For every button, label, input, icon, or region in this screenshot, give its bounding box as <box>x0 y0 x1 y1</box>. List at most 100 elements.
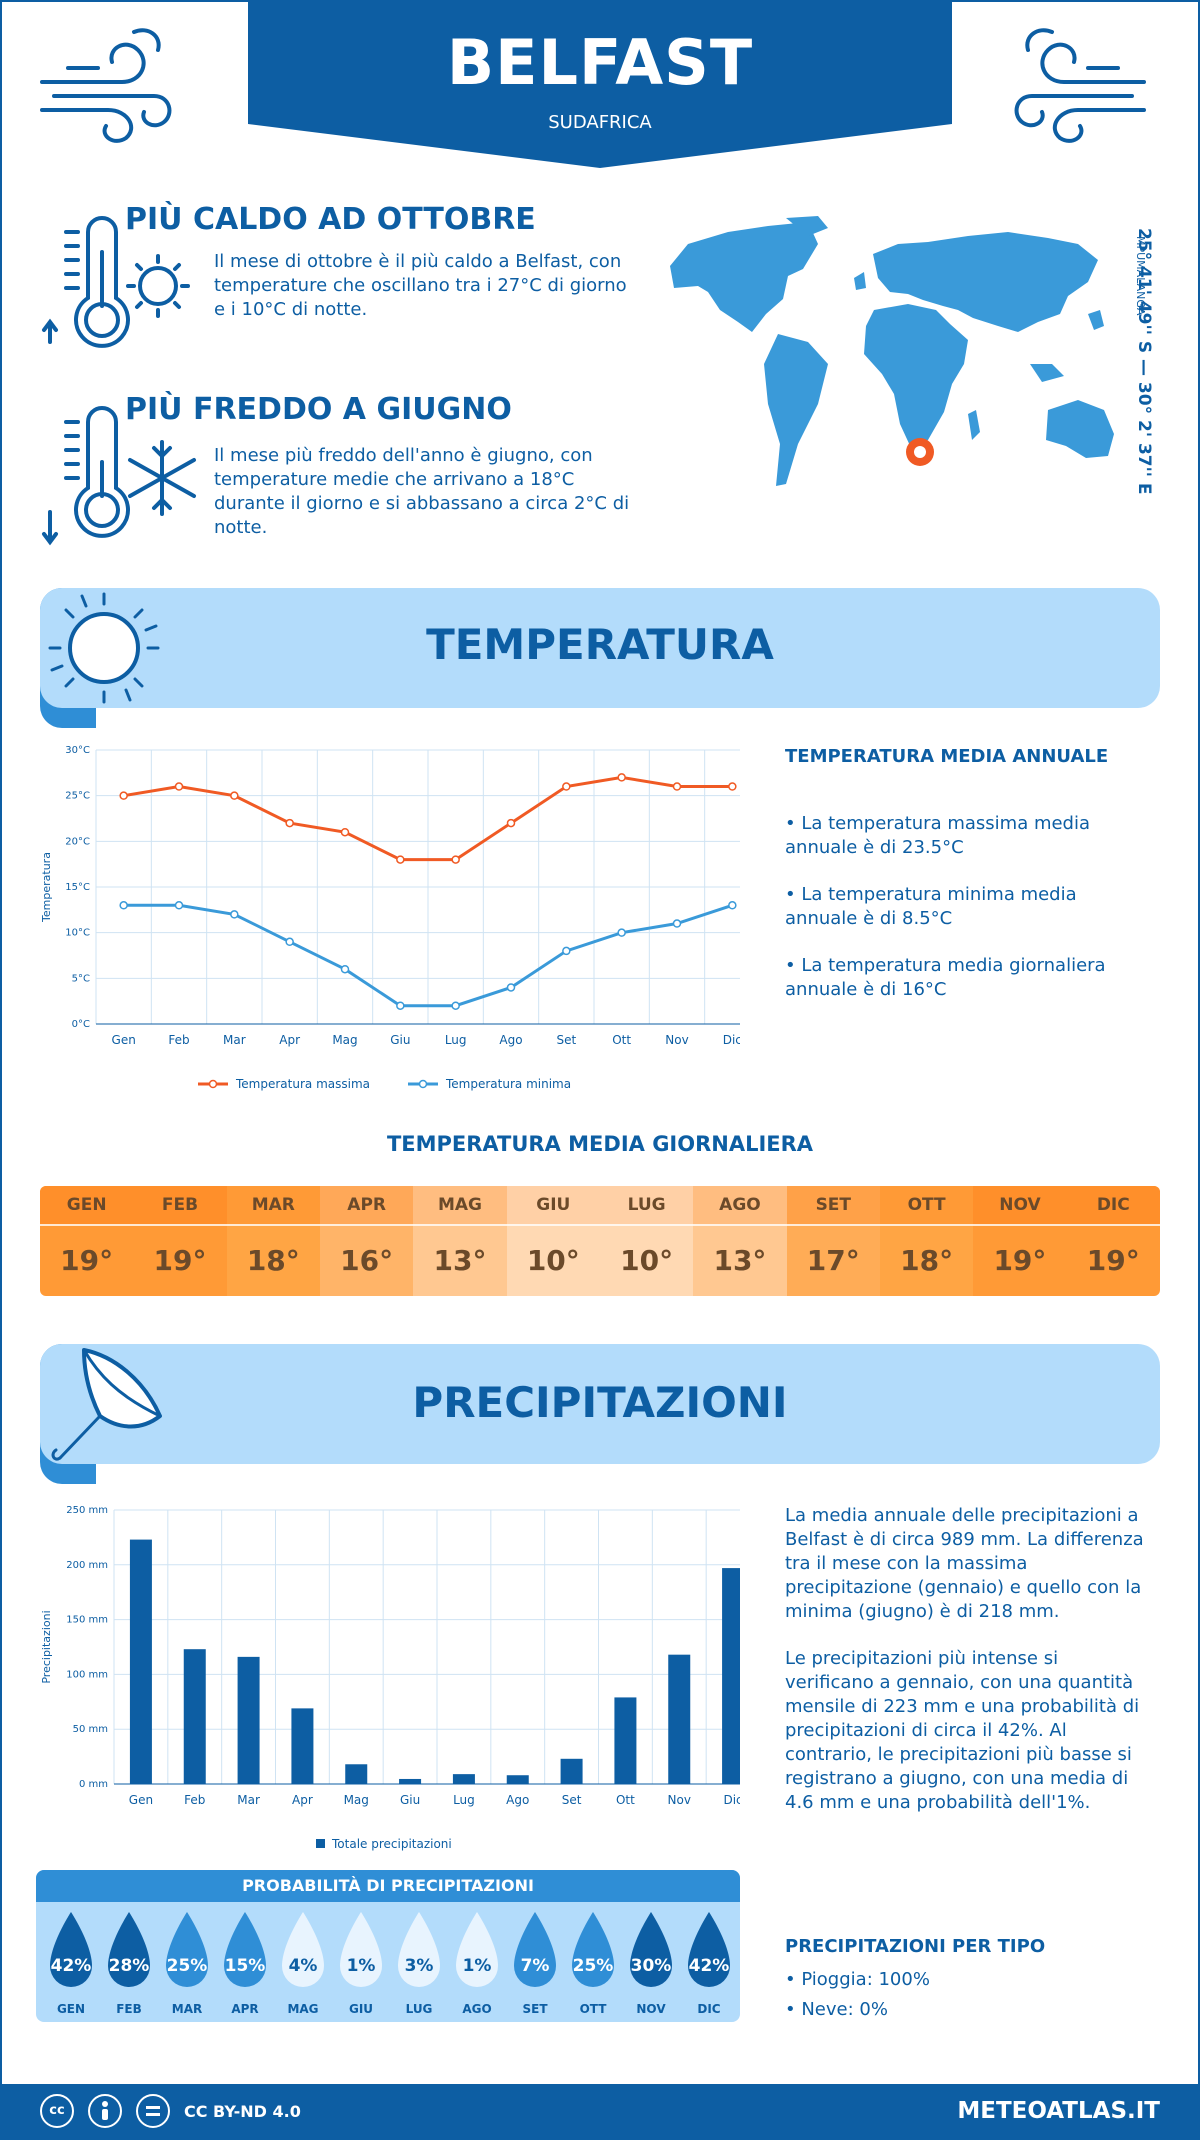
data-point <box>617 928 626 937</box>
legend-label: Temperatura massima <box>235 1077 370 1091</box>
raindrop-icon <box>224 1912 266 1987</box>
daily-temp-month: SET <box>786 1186 880 1226</box>
daily-temp-title: TEMPERATURA MEDIA GIORNALIERA <box>386 1132 814 1156</box>
series-line <box>123 775 733 862</box>
daily-temp-cell: FEB 19° <box>133 1186 227 1296</box>
data-point <box>617 773 626 782</box>
annual-temp-title: TEMPERATURA MEDIA ANNUALE <box>785 746 1109 767</box>
x-tick-label: Nov <box>665 1033 688 1047</box>
probability-month: FEB <box>116 2002 142 2016</box>
probability-drop: 28% FEB <box>100 1910 158 2020</box>
data-point <box>506 818 516 828</box>
header-banner: BELFAST SUDAFRICA <box>248 0 952 168</box>
probability-drops: 42% GEN 28% FEB 25% MAR 15% APR 4% MAG 1% GIU 3% LUG 1… <box>36 1910 740 2020</box>
daily-temp-value: 13° <box>713 1244 767 1277</box>
daily-temp-value: 18° <box>900 1244 954 1277</box>
raindrop-icon <box>166 1912 208 1987</box>
x-tick-label: Gen <box>112 1033 136 1047</box>
header-shape <box>248 0 952 168</box>
probability-value: 42% <box>688 1956 730 1976</box>
data-point <box>230 910 239 919</box>
daily-temp-cell: GIU 10° <box>506 1186 600 1296</box>
thermometer-hot-icon <box>42 216 190 348</box>
data-point <box>672 919 682 928</box>
country-subtitle: SUDAFRICA <box>548 112 652 133</box>
probability-month: GEN <box>56 2002 86 2016</box>
daily-temp-cell: GEN 19° <box>40 1186 134 1296</box>
data-point <box>119 901 128 910</box>
daily-temp-value: 18° <box>246 1244 300 1277</box>
probability-value: 7% <box>520 1956 550 1976</box>
y-tick-label: 150 mm <box>66 1615 108 1626</box>
bar <box>452 1774 475 1784</box>
daily-temp-cell: DIC 19° <box>1066 1186 1160 1296</box>
annual-temp-max: • La temperatura massima media annuale è… <box>785 813 1091 858</box>
probability-drop: 1% GIU <box>332 1910 390 2020</box>
x-tick-label: Giu <box>390 1033 410 1047</box>
probability-month: MAG <box>287 2002 319 2016</box>
bar <box>129 1539 152 1784</box>
legend-marker <box>418 1079 428 1089</box>
x-tick-label: Ago <box>499 1033 522 1047</box>
raindrop-icon <box>108 1912 150 1987</box>
data-point <box>728 901 737 910</box>
x-tick-label: Mag <box>332 1033 357 1047</box>
probability-drop: 15% APR <box>216 1910 274 2020</box>
data-point <box>562 946 571 956</box>
x-tick-label: Lug <box>445 1033 467 1047</box>
wind-icon <box>1014 28 1146 143</box>
probability-drop: 4% MAG <box>274 1910 332 2020</box>
daily-temp-cell: APR 16° <box>319 1186 414 1296</box>
precip-type-rain: • Pioggia: 100% <box>785 1969 930 1990</box>
by-person-icon <box>88 2094 122 2128</box>
daily-temp-value: 16° <box>340 1244 394 1277</box>
daily-temp-cell: LUG 10° <box>599 1186 694 1296</box>
temperature-section-bar <box>40 588 1160 708</box>
brand-link[interactable]: METEOATLAS.IT <box>957 2098 1160 2124</box>
x-tick-label: Giu <box>400 1793 420 1807</box>
data-point <box>174 782 184 791</box>
data-point <box>451 1001 460 1010</box>
raindrop-icon <box>456 1912 498 1987</box>
coordinates: 25° 41' 49'' S — 30° 2' 37'' E <box>1134 228 1154 495</box>
y-axis-label: Precipitazioni <box>40 1610 53 1683</box>
precip-probability-box: PROBABILITÀ DI PRECIPITAZIONI 42% GEN 28% F… <box>36 1870 740 2022</box>
y-tick-label: 20°C <box>65 836 90 847</box>
precip-summary: La media annuale delle precipitazioni a … <box>785 1505 1144 1622</box>
probability-value: 42% <box>50 1956 92 1976</box>
data-point <box>728 782 737 791</box>
precip-details: Le precipitazioni più intense si verific… <box>785 1648 1140 1813</box>
probability-month: MAR <box>171 2002 203 2016</box>
temperature-chart: 0°C 5°C 10°C 15°C 20°C 25°C 30°C Gen Feb Mar Apr Ma… <box>40 745 740 1091</box>
probability-month: APR <box>231 2002 259 2016</box>
y-tick-label: 200 mm <box>66 1560 108 1571</box>
probability-value: 3% <box>404 1956 434 1976</box>
bar <box>506 1775 529 1784</box>
annual-temp-avg: • La temperatura media giornaliera annua… <box>785 955 1106 1000</box>
x-tick-label: Ott <box>612 1033 631 1047</box>
coldest-month-title: PIÙ FREDDO A GIUGNO <box>125 392 512 427</box>
data-point <box>396 855 405 864</box>
x-tick-label: Feb <box>168 1033 189 1047</box>
y-tick-label: 250 mm <box>66 1505 108 1516</box>
bar <box>291 1708 314 1784</box>
probability-month: AGO <box>462 2002 492 2016</box>
bar <box>668 1654 691 1784</box>
world-map <box>670 216 1114 486</box>
probability-drop: 1% AGO <box>448 1910 506 2020</box>
data-point <box>340 827 350 837</box>
y-tick-label: 30°C <box>65 745 90 756</box>
data-point <box>451 855 460 864</box>
legend-marker <box>316 1839 325 1848</box>
x-tick-label: Mar <box>237 1793 260 1807</box>
daily-temp-month: APR <box>319 1186 414 1226</box>
coldest-month-text: Il mese più freddo dell'anno è giugno, c… <box>214 445 630 538</box>
daily-temp-value: 17° <box>806 1244 860 1277</box>
x-tick-label: Ott <box>616 1793 635 1807</box>
data-point <box>672 782 682 791</box>
daily-temp-month: NOV <box>973 1186 1067 1226</box>
daily-temp-month: MAG <box>413 1186 507 1226</box>
y-tick-label: 5°C <box>72 973 90 984</box>
bar <box>345 1764 368 1784</box>
temperature-section-title: TEMPERATURA <box>426 620 774 669</box>
